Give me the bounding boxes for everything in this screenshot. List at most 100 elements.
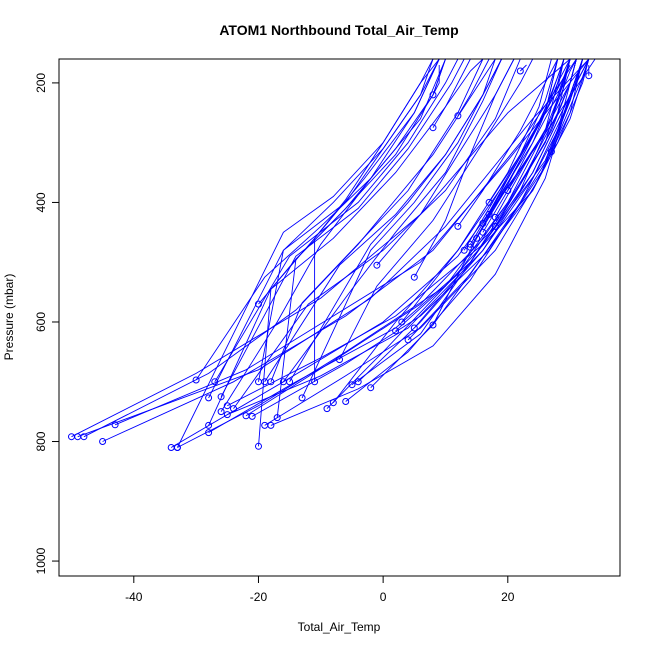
profile-line — [114, 58, 590, 426]
data-point — [223, 411, 231, 419]
profile-series — [205, 58, 440, 402]
data-point — [354, 378, 362, 386]
y-tick-label: 800 — [34, 431, 48, 451]
data-point — [329, 399, 337, 407]
profile-line — [276, 58, 446, 418]
data-point — [367, 384, 375, 392]
profile-series — [329, 58, 552, 407]
profile-series — [454, 58, 490, 120]
profile-line — [71, 58, 571, 438]
data-point — [460, 246, 468, 254]
profile-line — [233, 58, 521, 409]
data-point — [286, 378, 294, 386]
data-point — [311, 378, 319, 386]
data-point — [80, 433, 88, 441]
profile-series — [491, 58, 577, 221]
profile-line — [326, 58, 565, 409]
profile-line — [289, 58, 502, 383]
profile-series — [74, 58, 590, 441]
x-tick-label: -20 — [250, 590, 268, 604]
profile-series — [460, 58, 559, 254]
profile-series — [454, 58, 559, 230]
profile-series — [429, 58, 484, 132]
profile-series — [473, 58, 565, 242]
profile-series — [404, 58, 590, 344]
profile-line — [83, 58, 496, 438]
profile-line — [470, 58, 565, 248]
profile-series — [547, 58, 590, 156]
profile-series — [311, 58, 434, 386]
profile-line — [457, 58, 490, 117]
data-point — [267, 421, 275, 429]
data-point — [111, 421, 119, 429]
profile-series — [429, 65, 440, 99]
data-point — [211, 378, 219, 386]
profile-series — [211, 58, 459, 386]
profile-line — [413, 58, 515, 278]
data-point — [466, 243, 474, 251]
data-point — [585, 72, 593, 80]
data-point — [230, 405, 237, 413]
profile-series — [354, 58, 584, 386]
data-point — [392, 327, 400, 335]
profile-line — [102, 58, 577, 442]
data-point — [205, 429, 213, 437]
profile-line — [227, 58, 584, 416]
y-tick-label: 400 — [34, 192, 48, 212]
data-point — [99, 438, 107, 445]
profile-line — [264, 58, 584, 426]
profile-line — [463, 58, 559, 251]
data-point — [192, 376, 200, 384]
data-layer — [68, 58, 596, 451]
profile-line — [208, 58, 440, 399]
data-point — [429, 321, 437, 329]
profile-series — [217, 58, 465, 401]
profile-line — [370, 58, 590, 389]
data-point — [217, 393, 225, 401]
profile-line — [339, 58, 534, 360]
data-point — [410, 324, 418, 332]
profile-series — [242, 58, 571, 420]
profile-series — [167, 58, 596, 451]
profile-series — [255, 58, 446, 308]
data-point — [429, 91, 437, 99]
data-point — [248, 412, 256, 420]
data-point — [255, 300, 262, 308]
data-point — [205, 394, 213, 402]
profile-line — [519, 64, 527, 72]
data-point — [217, 408, 225, 416]
data-point — [348, 381, 356, 389]
profile-line — [270, 58, 484, 382]
data-point — [323, 405, 331, 413]
profile-line — [507, 58, 571, 191]
profile-line — [407, 58, 590, 341]
profile-series — [173, 58, 440, 451]
profile-series — [323, 58, 565, 413]
profile-series — [491, 58, 577, 230]
profile-line — [488, 58, 571, 215]
x-axis-label: Total_Air_Temp — [298, 620, 381, 634]
profile-line — [220, 58, 465, 397]
profile-line — [494, 58, 577, 227]
y-tick-label: 200 — [34, 73, 48, 93]
profile-series — [516, 64, 527, 75]
profile-line — [476, 58, 565, 239]
y-axis: 200 400 600 800 1000 — [34, 73, 60, 574]
data-point — [173, 444, 181, 451]
data-point — [473, 234, 481, 242]
data-point — [342, 398, 350, 405]
x-axis: -40 -20 0 20 — [125, 575, 515, 604]
profile-series — [230, 58, 521, 413]
data-point — [454, 112, 462, 120]
profile-line — [457, 58, 559, 227]
profile-line — [258, 58, 446, 305]
chart-title: ATOM1 Northbound Total_Air_Temp — [219, 22, 458, 38]
profile-line — [264, 58, 496, 383]
data-point — [429, 124, 437, 132]
profile-series — [80, 58, 496, 441]
data-point — [273, 414, 281, 422]
data-point — [223, 402, 231, 410]
profile-line — [283, 58, 503, 383]
data-point — [404, 336, 412, 344]
profile-series — [585, 65, 593, 80]
